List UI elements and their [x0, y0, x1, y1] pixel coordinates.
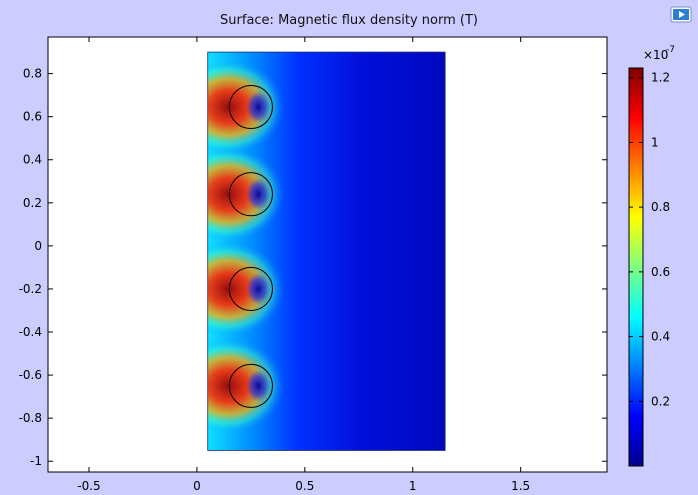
- conductor-circle: [228, 266, 273, 311]
- field-coldspot: [246, 178, 271, 211]
- field-hotspot: [207, 146, 285, 242]
- y-tick-label: 0.8: [23, 67, 42, 81]
- field-coldspot: [246, 369, 271, 403]
- domain-boundary: [207, 51, 446, 451]
- field-hotspot: [207, 338, 285, 434]
- x-tick-label: 0.5: [295, 479, 314, 493]
- colorbar-tick-label: 1: [651, 135, 659, 149]
- colorbar-exponent-power: -7: [666, 45, 675, 55]
- y-tick-label: -0.8: [19, 411, 42, 425]
- field-coldspot: [246, 90, 271, 124]
- y-tick-label: -1: [30, 454, 42, 468]
- x-tick-label: 0: [193, 479, 201, 493]
- x-tick-label: -0.5: [77, 479, 100, 493]
- colorbar-tick-label: 0.8: [651, 200, 670, 214]
- conductor-circle: [228, 172, 273, 217]
- field-surface: [207, 52, 446, 451]
- field-coldspot: [246, 272, 271, 306]
- colorbar-tick-label: 0.6: [651, 265, 670, 279]
- y-tick-label: 0.2: [23, 196, 42, 210]
- field-hotspot: [207, 241, 285, 337]
- y-tick-label: -0.2: [19, 282, 42, 296]
- conductor-circle: [228, 363, 273, 408]
- y-tick-label: -0.6: [19, 368, 42, 382]
- y-tick-label: 0.4: [23, 153, 42, 167]
- plot-title: Surface: Magnetic flux density norm (T): [220, 13, 478, 28]
- colorbar: ×10 -7 0.2 0.4 0.6 0.8 1 1.2: [628, 45, 675, 467]
- colorbar-tick-label: 0.2: [651, 394, 670, 408]
- axes-area: [47, 36, 608, 473]
- x-tick-label: 1.5: [511, 479, 530, 493]
- colorbar-tick-label: 1.2: [651, 71, 670, 85]
- colorbar-exponent: ×10: [643, 48, 668, 62]
- y-tick-label: 0.6: [23, 110, 42, 124]
- conductor-circle: [228, 84, 273, 130]
- field-hotspot: [207, 59, 285, 155]
- colorbar-tick-label: 0.4: [651, 330, 670, 344]
- y-tick-label: 0: [34, 239, 42, 253]
- play-screen-icon[interactable]: [670, 6, 692, 23]
- y-tick-label: -0.4: [19, 325, 42, 339]
- x-tick-label: 1: [409, 479, 417, 493]
